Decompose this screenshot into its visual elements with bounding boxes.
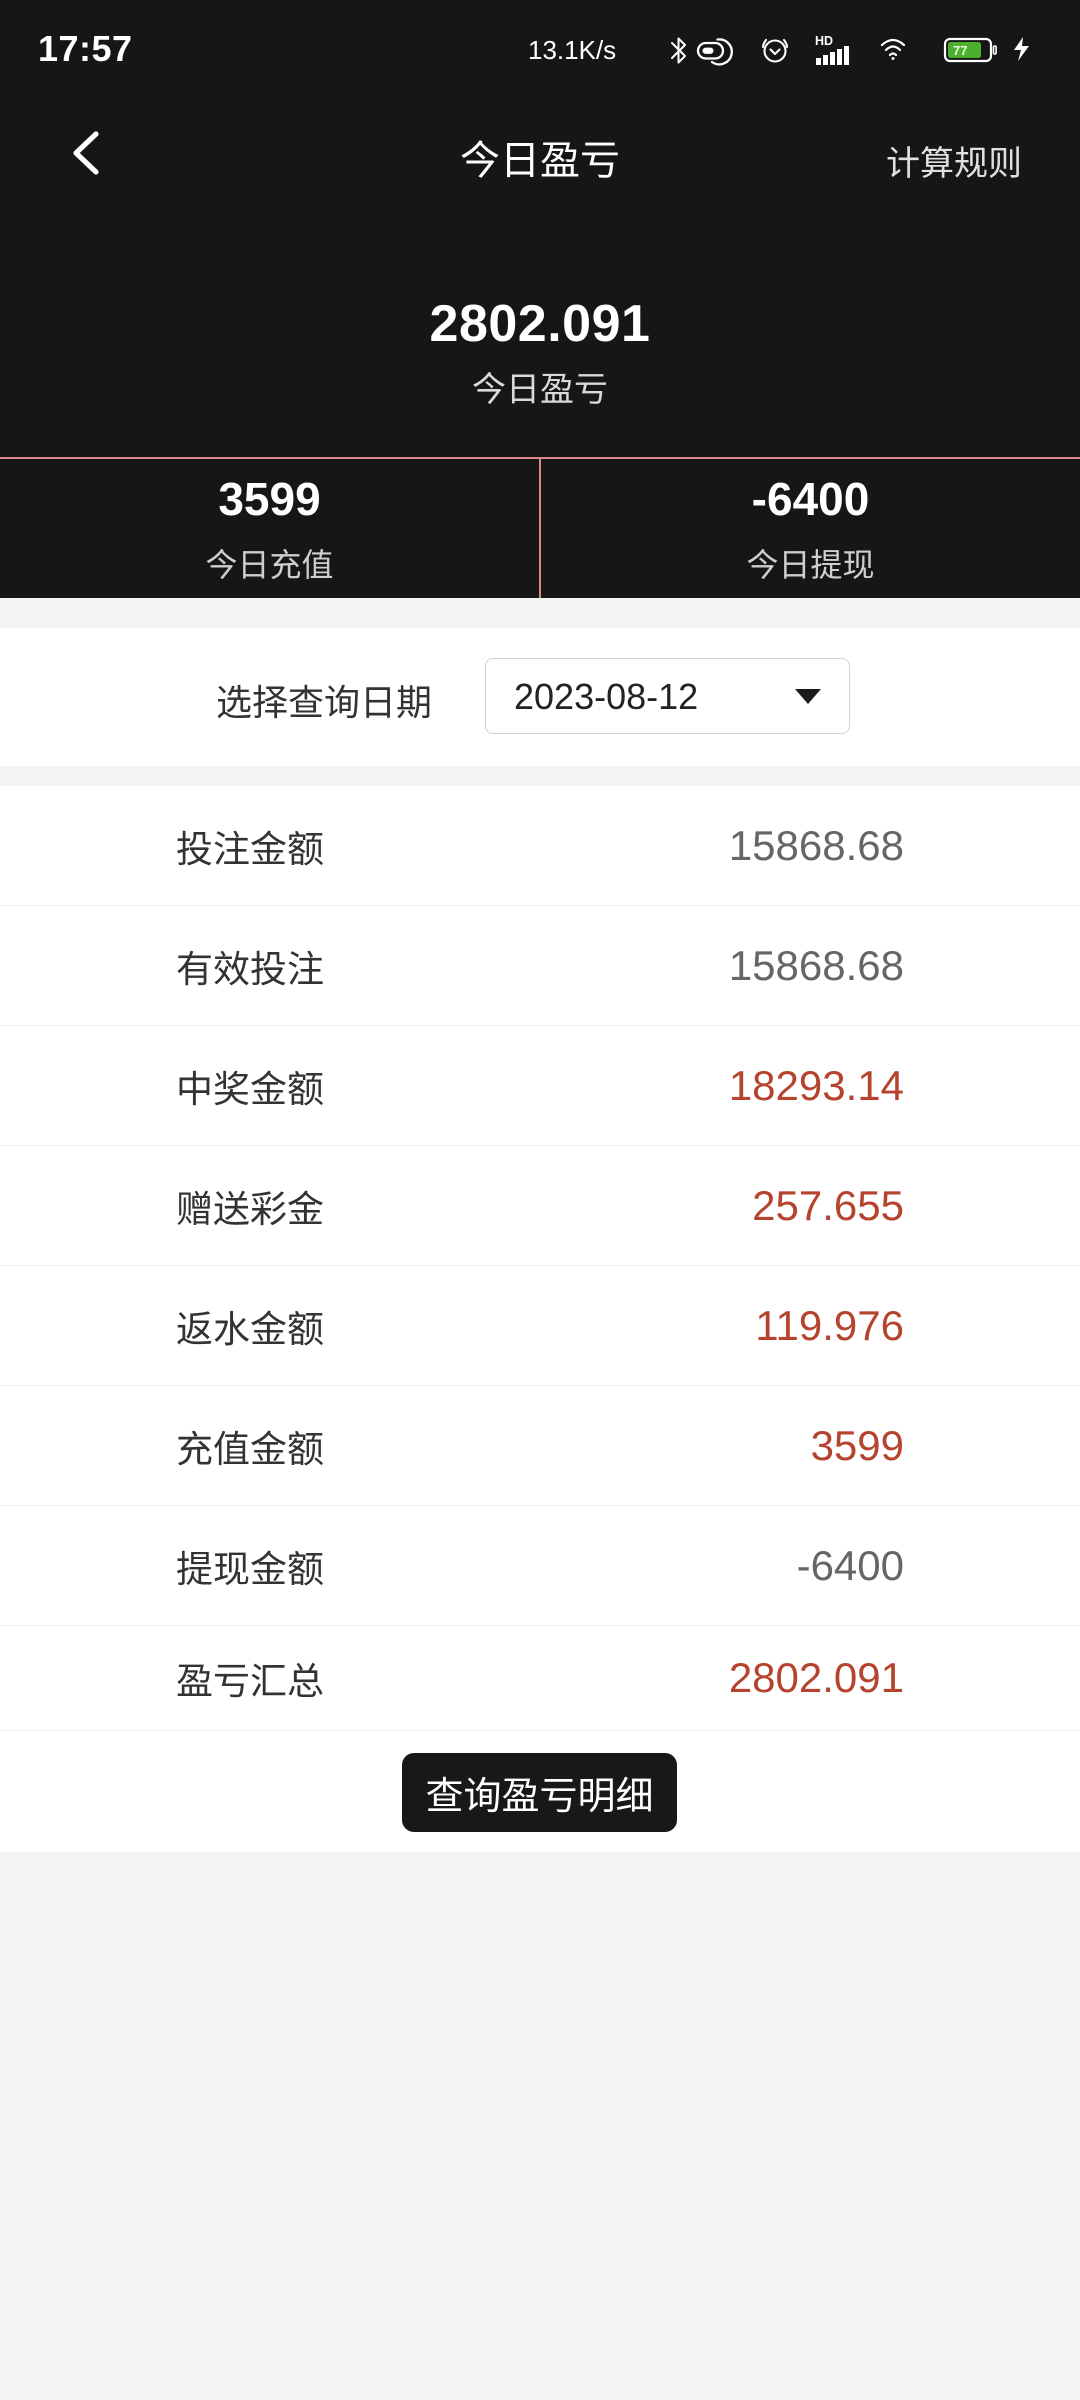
svg-text:13.1K/s: 13.1K/s bbox=[528, 35, 616, 65]
svg-text:77: 77 bbox=[953, 43, 967, 58]
svg-text:HD: HD bbox=[815, 34, 833, 48]
